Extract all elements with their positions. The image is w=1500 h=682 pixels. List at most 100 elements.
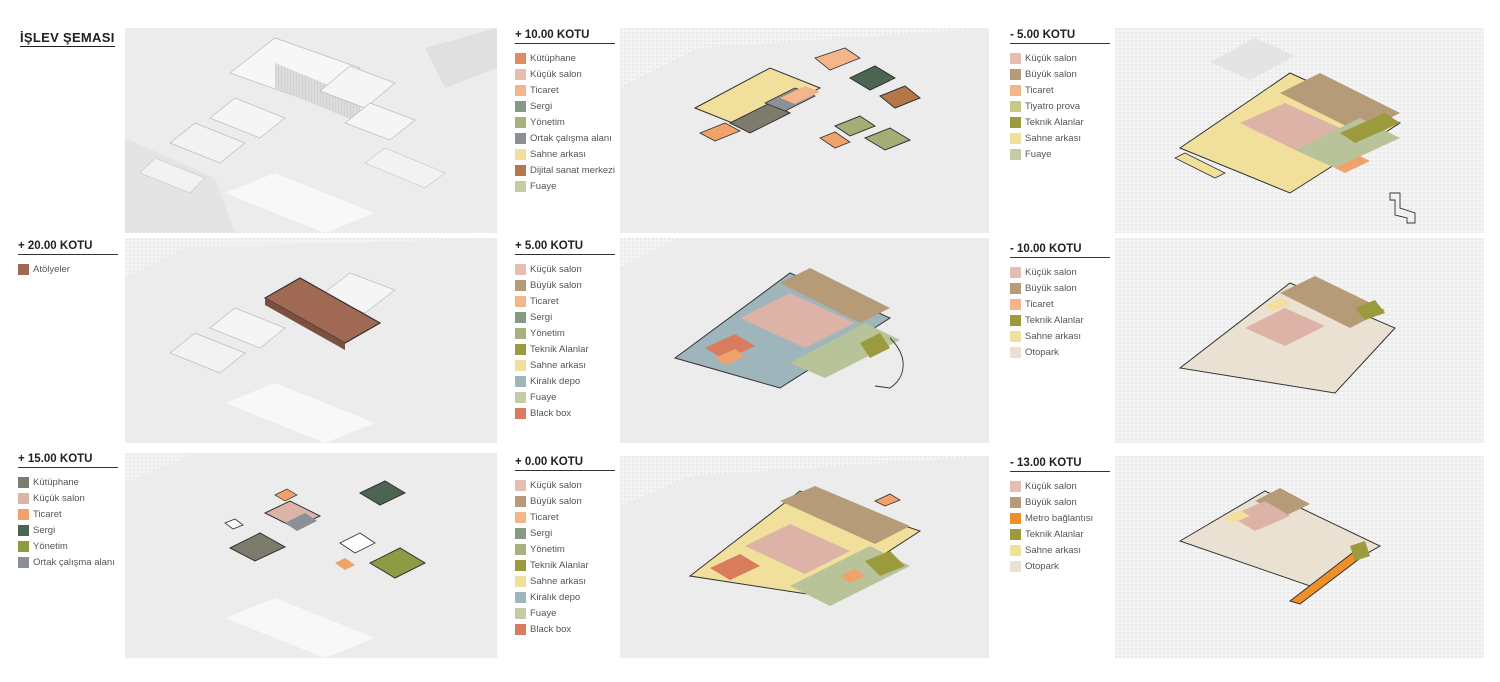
legend-swatch — [515, 327, 526, 339]
legend-item: Ticaret — [1010, 296, 1110, 312]
diagram-plus-10 — [620, 28, 989, 233]
legend-item: Sergi — [515, 309, 615, 325]
legend-swatch — [1010, 148, 1021, 160]
legend-label: Sahne arkası — [530, 575, 586, 587]
legend-item: Kiralık depo — [515, 589, 615, 605]
legend-item: Ticaret — [515, 509, 615, 525]
legend-swatch — [515, 180, 526, 192]
legend-item: Yönetim — [515, 114, 615, 130]
legend-swatch — [515, 52, 526, 64]
legend-minus-10: - 10.00 KOTU Küçük salon Büyük salon Ticare… — [1010, 243, 1110, 360]
legend-swatch — [515, 391, 526, 403]
legend-label: Büyük salon — [1025, 496, 1077, 508]
legend-swatch — [1010, 132, 1021, 144]
diagram-minus-10 — [1115, 238, 1484, 443]
legend-item: Büyük salon — [1010, 280, 1110, 296]
legend-item: Ticaret — [18, 506, 118, 522]
legend-label: Sahne arkası — [530, 359, 586, 371]
legend-label: Ticaret — [1025, 298, 1054, 310]
legend-title: + 20.00 KOTU — [18, 240, 118, 255]
legend-item: Teknik Alanlar — [1010, 312, 1110, 328]
legend-label: Teknik Alanlar — [530, 343, 589, 355]
legend-swatch — [515, 68, 526, 80]
legend-item: Atölyeler — [18, 261, 118, 277]
legend-swatch — [515, 148, 526, 160]
legend-label: Kütüphane — [530, 52, 576, 64]
legend-swatch — [1010, 496, 1021, 508]
diagram-plus-15 — [125, 453, 497, 658]
legend-item: Fuaye — [515, 605, 615, 621]
legend-item: Büyük salon — [515, 493, 615, 509]
legend-swatch — [1010, 560, 1021, 572]
legend-label: Küçük salon — [33, 492, 85, 504]
legend-label: Büyük salon — [1025, 68, 1077, 80]
legend-item: Yönetim — [18, 538, 118, 554]
legend-label: Küçük salon — [1025, 266, 1077, 278]
legend-swatch — [1010, 84, 1021, 96]
legend-label: Sahne arkası — [1025, 330, 1081, 342]
legend-label: Küçük salon — [530, 263, 582, 275]
legend-swatch — [515, 559, 526, 571]
legend-swatch — [515, 343, 526, 355]
legend-label: Teknik Alanlar — [1025, 314, 1084, 326]
legend-swatch — [1010, 116, 1021, 128]
legend-minus-13: - 13.00 KOTU Küçük salon Büyük salon Metro … — [1010, 457, 1110, 574]
legend-label: Black box — [530, 623, 572, 635]
legend-swatch — [18, 540, 29, 552]
legend-label: Otopark — [1025, 346, 1059, 358]
legend-label: Ticaret — [530, 511, 559, 523]
legend-swatch — [1010, 528, 1021, 540]
legend-item: Sahne arkası — [1010, 130, 1110, 146]
legend-plus-5: + 5.00 KOTU Küçük salon Büyük salon Ticaret… — [515, 240, 615, 421]
legend-swatch — [515, 359, 526, 371]
legend-label: Teknik Alanlar — [1025, 116, 1084, 128]
legend-swatch — [515, 279, 526, 291]
legend-swatch — [18, 476, 29, 488]
legend-item: Fuaye — [1010, 146, 1110, 162]
legend-label: Fuaye — [1025, 148, 1052, 160]
legend-title: - 13.00 KOTU — [1010, 457, 1110, 472]
legend-label: Yönetim — [33, 540, 68, 552]
legend-swatch — [1010, 512, 1021, 524]
legend-item: Sergi — [515, 525, 615, 541]
legend-item: Yönetim — [515, 325, 615, 341]
legend-item: Yönetim — [515, 541, 615, 557]
legend-label: Büyük salon — [530, 279, 582, 291]
legend-label: Dijital sanat merkezi — [530, 164, 615, 176]
legend-label: Küçük salon — [530, 68, 582, 80]
legend-swatch — [1010, 346, 1021, 358]
legend-swatch — [515, 543, 526, 555]
legend-swatch — [515, 511, 526, 523]
legend-label: Ticaret — [33, 508, 62, 520]
legend-swatch — [1010, 68, 1021, 80]
legend-label: Sergi — [530, 311, 553, 323]
legend-item: Küçük salon — [515, 477, 615, 493]
legend-title: + 5.00 KOTU — [515, 240, 615, 255]
legend-swatch — [18, 556, 29, 568]
legend-plus-15: + 15.00 KOTU Kütüphane Küçük salon Ticaret S… — [18, 453, 118, 570]
legend-item: Küçük salon — [18, 490, 118, 506]
legend-item: Sahne arkası — [515, 573, 615, 589]
legend-item: Black box — [515, 405, 615, 421]
legend-item: Ticaret — [515, 82, 615, 98]
legend-item: Sahne arkası — [1010, 542, 1110, 558]
legend-item: Ortak çalışma alanı — [18, 554, 118, 570]
legend-swatch — [1010, 314, 1021, 326]
legend-label: Ticaret — [530, 84, 559, 96]
legend-minus-5: - 5.00 KOTU Küçük salon Büyük salon Ticaret… — [1010, 29, 1110, 162]
legend-swatch — [1010, 100, 1021, 112]
legend-swatch — [515, 575, 526, 587]
legend-swatch — [1010, 282, 1021, 294]
legend-label: Atölyeler — [33, 263, 70, 275]
legend-label: Yönetim — [530, 543, 565, 555]
legend-plus-20: + 20.00 KOTU Atölyeler — [18, 240, 118, 277]
legend-item: Küçük salon — [1010, 50, 1110, 66]
legend-title: - 5.00 KOTU — [1010, 29, 1110, 44]
diagram-minus-5 — [1115, 28, 1484, 233]
legend-label: Black box — [530, 407, 572, 419]
legend-item: Kütüphane — [515, 50, 615, 66]
legend-swatch — [1010, 52, 1021, 64]
diagram-plus-20 — [125, 238, 497, 443]
legend-label: Teknik Alanlar — [530, 559, 589, 571]
legend-label: Ticaret — [1025, 84, 1054, 96]
